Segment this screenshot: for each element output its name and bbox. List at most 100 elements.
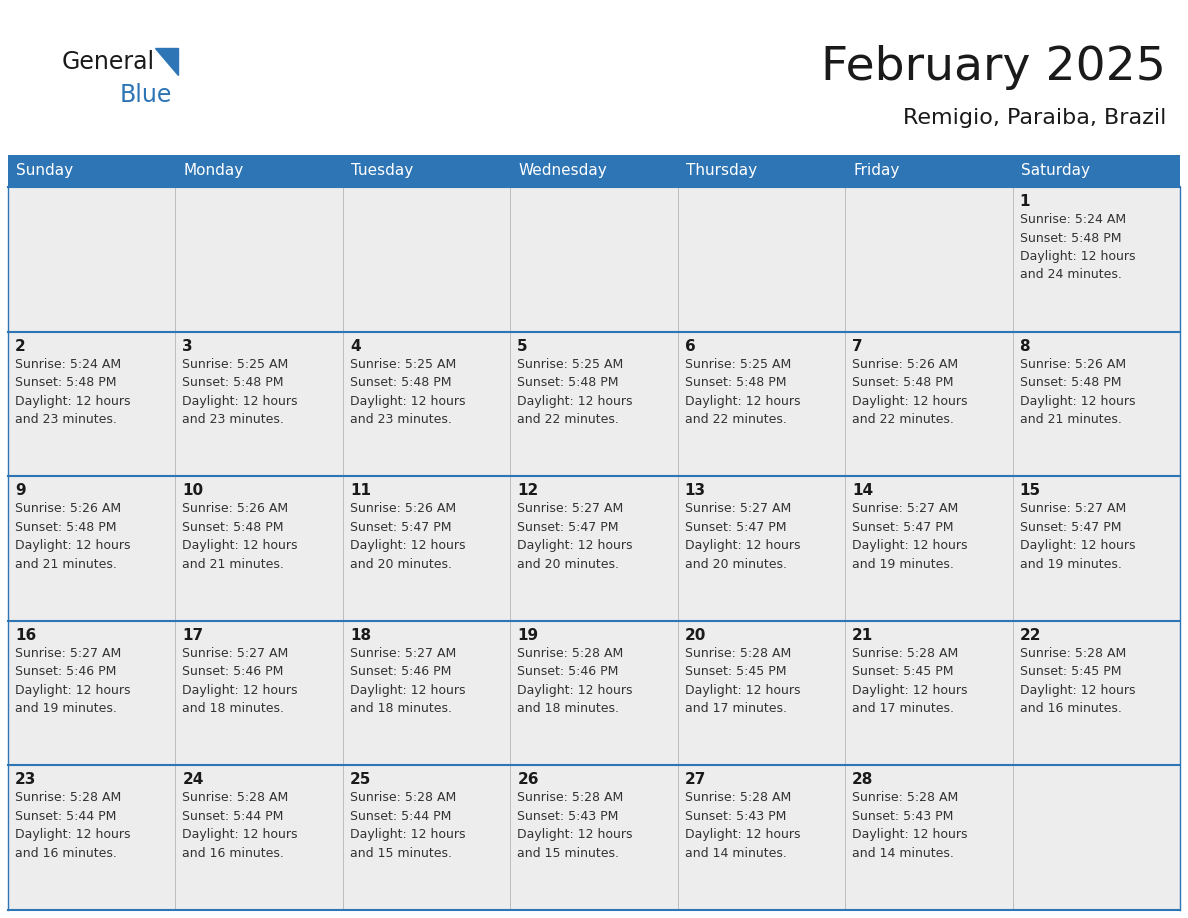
Bar <box>845 766 1012 910</box>
Text: Sunrise: 5:25 AM
Sunset: 5:48 PM
Daylight: 12 hours
and 23 minutes.: Sunrise: 5:25 AM Sunset: 5:48 PM Dayligh… <box>349 358 466 426</box>
Text: 12: 12 <box>517 483 538 498</box>
Bar <box>845 155 1012 187</box>
Bar <box>176 476 343 621</box>
Bar <box>1012 766 1180 910</box>
Text: Sunrise: 5:27 AM
Sunset: 5:47 PM
Daylight: 12 hours
and 20 minutes.: Sunrise: 5:27 AM Sunset: 5:47 PM Dayligh… <box>517 502 633 571</box>
Bar <box>176 155 343 187</box>
Bar <box>511 621 677 766</box>
Text: Remigio, Paraiba, Brazil: Remigio, Paraiba, Brazil <box>903 108 1165 128</box>
Text: 28: 28 <box>852 772 873 788</box>
Bar <box>8 621 176 766</box>
Bar <box>1012 187 1180 331</box>
Bar <box>343 476 511 621</box>
Text: 23: 23 <box>15 772 37 788</box>
Bar <box>343 155 511 187</box>
Text: Sunrise: 5:26 AM
Sunset: 5:47 PM
Daylight: 12 hours
and 20 minutes.: Sunrise: 5:26 AM Sunset: 5:47 PM Dayligh… <box>349 502 466 571</box>
Bar <box>8 766 176 910</box>
Text: Sunrise: 5:28 AM
Sunset: 5:44 PM
Daylight: 12 hours
and 15 minutes.: Sunrise: 5:28 AM Sunset: 5:44 PM Dayligh… <box>349 791 466 860</box>
Text: Sunrise: 5:27 AM
Sunset: 5:46 PM
Daylight: 12 hours
and 18 minutes.: Sunrise: 5:27 AM Sunset: 5:46 PM Dayligh… <box>183 647 298 715</box>
Text: Sunrise: 5:25 AM
Sunset: 5:48 PM
Daylight: 12 hours
and 22 minutes.: Sunrise: 5:25 AM Sunset: 5:48 PM Dayligh… <box>684 358 801 426</box>
Bar <box>343 621 511 766</box>
Bar <box>677 621 845 766</box>
Text: Sunrise: 5:27 AM
Sunset: 5:47 PM
Daylight: 12 hours
and 20 minutes.: Sunrise: 5:27 AM Sunset: 5:47 PM Dayligh… <box>684 502 801 571</box>
Bar <box>1012 621 1180 766</box>
Text: Saturday: Saturday <box>1020 163 1089 178</box>
Text: Sunrise: 5:28 AM
Sunset: 5:43 PM
Daylight: 12 hours
and 14 minutes.: Sunrise: 5:28 AM Sunset: 5:43 PM Dayligh… <box>684 791 801 860</box>
Bar <box>8 331 176 476</box>
Bar <box>511 331 677 476</box>
Bar <box>176 331 343 476</box>
Bar <box>176 766 343 910</box>
Text: Sunrise: 5:27 AM
Sunset: 5:47 PM
Daylight: 12 hours
and 19 minutes.: Sunrise: 5:27 AM Sunset: 5:47 PM Dayligh… <box>1019 502 1135 571</box>
Text: February 2025: February 2025 <box>821 46 1165 91</box>
Bar <box>845 331 1012 476</box>
Bar <box>176 187 343 331</box>
Bar <box>176 621 343 766</box>
Text: 6: 6 <box>684 339 695 353</box>
Bar <box>677 155 845 187</box>
Bar <box>1012 155 1180 187</box>
Bar <box>677 766 845 910</box>
Bar <box>8 155 176 187</box>
Text: Blue: Blue <box>120 83 172 107</box>
Text: 17: 17 <box>183 628 203 643</box>
Text: Thursday: Thursday <box>685 163 757 178</box>
Text: 19: 19 <box>517 628 538 643</box>
Text: 4: 4 <box>349 339 360 353</box>
Polygon shape <box>154 48 178 75</box>
Text: Friday: Friday <box>853 163 899 178</box>
Text: Sunrise: 5:28 AM
Sunset: 5:44 PM
Daylight: 12 hours
and 16 minutes.: Sunrise: 5:28 AM Sunset: 5:44 PM Dayligh… <box>15 791 131 860</box>
Bar <box>511 187 677 331</box>
Bar <box>343 187 511 331</box>
Text: Sunrise: 5:28 AM
Sunset: 5:44 PM
Daylight: 12 hours
and 16 minutes.: Sunrise: 5:28 AM Sunset: 5:44 PM Dayligh… <box>183 791 298 860</box>
Text: 15: 15 <box>1019 483 1041 498</box>
Text: Sunrise: 5:25 AM
Sunset: 5:48 PM
Daylight: 12 hours
and 23 minutes.: Sunrise: 5:25 AM Sunset: 5:48 PM Dayligh… <box>183 358 298 426</box>
Text: Sunrise: 5:27 AM
Sunset: 5:46 PM
Daylight: 12 hours
and 18 minutes.: Sunrise: 5:27 AM Sunset: 5:46 PM Dayligh… <box>349 647 466 715</box>
Text: Sunrise: 5:26 AM
Sunset: 5:48 PM
Daylight: 12 hours
and 21 minutes.: Sunrise: 5:26 AM Sunset: 5:48 PM Dayligh… <box>183 502 298 571</box>
Text: Sunrise: 5:27 AM
Sunset: 5:46 PM
Daylight: 12 hours
and 19 minutes.: Sunrise: 5:27 AM Sunset: 5:46 PM Dayligh… <box>15 647 131 715</box>
Text: 16: 16 <box>15 628 37 643</box>
Bar <box>1012 331 1180 476</box>
Text: Sunrise: 5:26 AM
Sunset: 5:48 PM
Daylight: 12 hours
and 21 minutes.: Sunrise: 5:26 AM Sunset: 5:48 PM Dayligh… <box>1019 358 1135 426</box>
Text: 27: 27 <box>684 772 706 788</box>
Bar <box>1012 476 1180 621</box>
Text: 7: 7 <box>852 339 862 353</box>
Text: Sunrise: 5:24 AM
Sunset: 5:48 PM
Daylight: 12 hours
and 24 minutes.: Sunrise: 5:24 AM Sunset: 5:48 PM Dayligh… <box>1019 213 1135 282</box>
Bar <box>845 476 1012 621</box>
Text: Sunrise: 5:28 AM
Sunset: 5:43 PM
Daylight: 12 hours
and 14 minutes.: Sunrise: 5:28 AM Sunset: 5:43 PM Dayligh… <box>852 791 968 860</box>
Text: Sunday: Sunday <box>15 163 74 178</box>
Text: Sunrise: 5:26 AM
Sunset: 5:48 PM
Daylight: 12 hours
and 22 minutes.: Sunrise: 5:26 AM Sunset: 5:48 PM Dayligh… <box>852 358 968 426</box>
Bar <box>845 187 1012 331</box>
Text: Wednesday: Wednesday <box>518 163 607 178</box>
Bar <box>511 155 677 187</box>
Text: Sunrise: 5:28 AM
Sunset: 5:43 PM
Daylight: 12 hours
and 15 minutes.: Sunrise: 5:28 AM Sunset: 5:43 PM Dayligh… <box>517 791 633 860</box>
Bar <box>677 187 845 331</box>
Text: 14: 14 <box>852 483 873 498</box>
Text: General: General <box>62 50 156 74</box>
Text: Tuesday: Tuesday <box>350 163 413 178</box>
Text: 22: 22 <box>1019 628 1041 643</box>
Text: Sunrise: 5:28 AM
Sunset: 5:45 PM
Daylight: 12 hours
and 17 minutes.: Sunrise: 5:28 AM Sunset: 5:45 PM Dayligh… <box>852 647 968 715</box>
Text: Monday: Monday <box>183 163 244 178</box>
Text: 25: 25 <box>349 772 371 788</box>
Bar <box>343 331 511 476</box>
Bar <box>677 476 845 621</box>
Text: Sunrise: 5:25 AM
Sunset: 5:48 PM
Daylight: 12 hours
and 22 minutes.: Sunrise: 5:25 AM Sunset: 5:48 PM Dayligh… <box>517 358 633 426</box>
Text: 2: 2 <box>15 339 26 353</box>
Bar <box>8 476 176 621</box>
Text: 11: 11 <box>349 483 371 498</box>
Bar <box>511 766 677 910</box>
Text: 3: 3 <box>183 339 194 353</box>
Text: Sunrise: 5:28 AM
Sunset: 5:45 PM
Daylight: 12 hours
and 17 minutes.: Sunrise: 5:28 AM Sunset: 5:45 PM Dayligh… <box>684 647 801 715</box>
Bar <box>845 621 1012 766</box>
Text: Sunrise: 5:28 AM
Sunset: 5:45 PM
Daylight: 12 hours
and 16 minutes.: Sunrise: 5:28 AM Sunset: 5:45 PM Dayligh… <box>1019 647 1135 715</box>
Text: 26: 26 <box>517 772 539 788</box>
Text: 5: 5 <box>517 339 527 353</box>
Bar <box>343 766 511 910</box>
Text: 18: 18 <box>349 628 371 643</box>
Text: 21: 21 <box>852 628 873 643</box>
Text: Sunrise: 5:24 AM
Sunset: 5:48 PM
Daylight: 12 hours
and 23 minutes.: Sunrise: 5:24 AM Sunset: 5:48 PM Dayligh… <box>15 358 131 426</box>
Text: 9: 9 <box>15 483 26 498</box>
Bar <box>677 331 845 476</box>
Text: 8: 8 <box>1019 339 1030 353</box>
